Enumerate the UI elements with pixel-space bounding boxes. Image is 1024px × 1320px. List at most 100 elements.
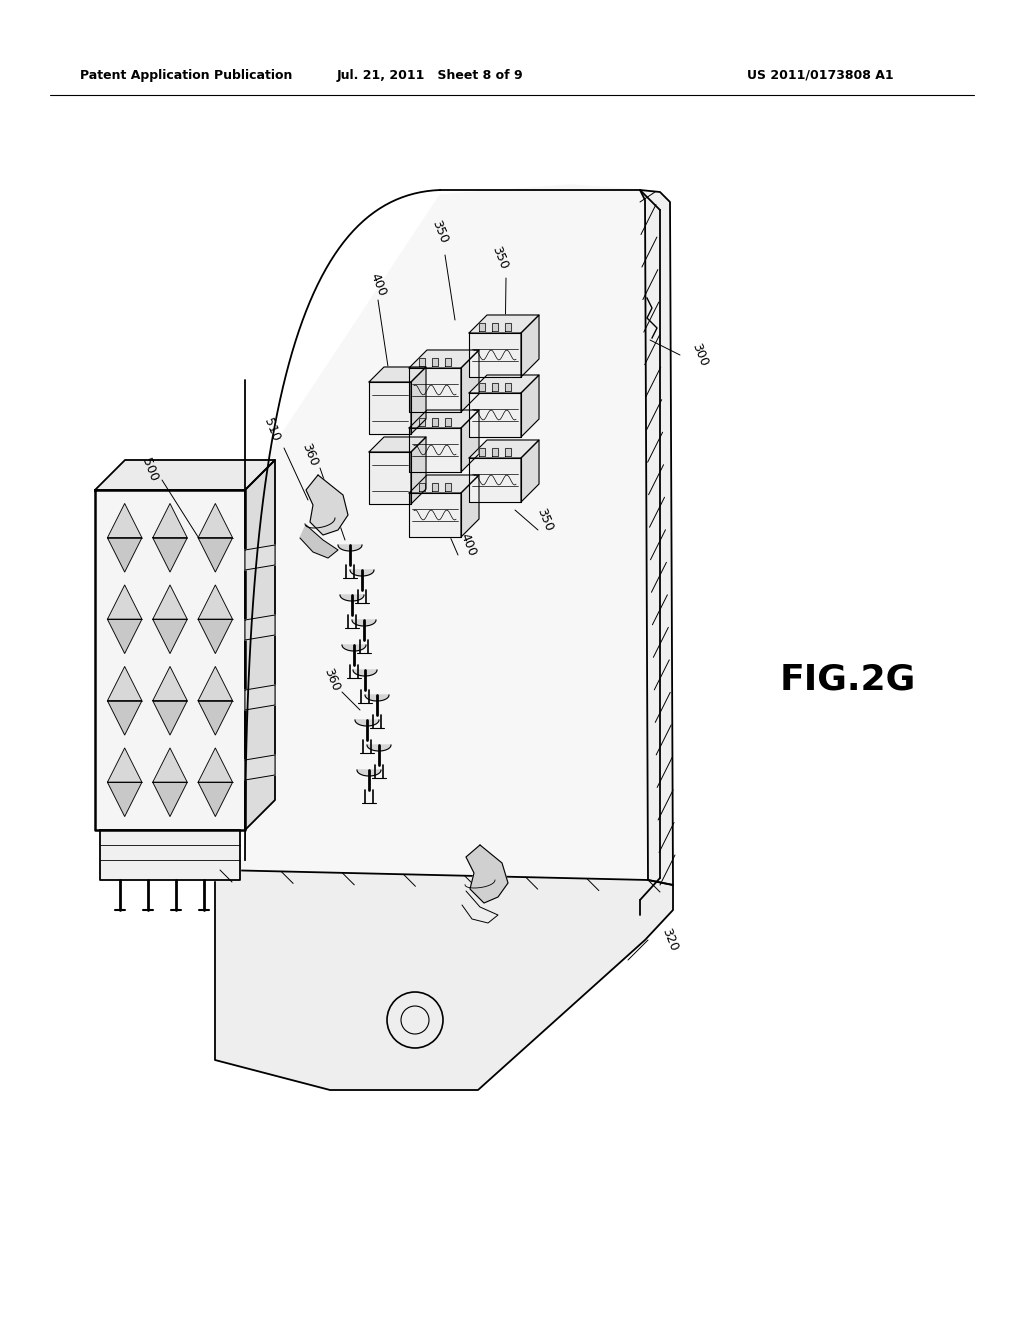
Polygon shape bbox=[153, 619, 187, 653]
Polygon shape bbox=[198, 537, 232, 572]
Polygon shape bbox=[461, 475, 479, 537]
Polygon shape bbox=[108, 537, 142, 572]
Polygon shape bbox=[245, 459, 275, 830]
Polygon shape bbox=[469, 458, 521, 502]
Polygon shape bbox=[409, 428, 461, 473]
Polygon shape bbox=[108, 503, 142, 537]
Polygon shape bbox=[432, 358, 438, 366]
Text: 510: 510 bbox=[261, 417, 283, 444]
Polygon shape bbox=[409, 475, 479, 492]
Polygon shape bbox=[419, 418, 425, 426]
Polygon shape bbox=[492, 323, 498, 331]
Polygon shape bbox=[409, 368, 461, 412]
Polygon shape bbox=[300, 525, 338, 558]
Polygon shape bbox=[108, 619, 142, 653]
Polygon shape bbox=[108, 783, 142, 817]
Polygon shape bbox=[409, 411, 479, 428]
Text: Jul. 21, 2011   Sheet 8 of 9: Jul. 21, 2011 Sheet 8 of 9 bbox=[337, 69, 523, 82]
Polygon shape bbox=[505, 447, 511, 455]
Text: 300: 300 bbox=[689, 342, 711, 368]
Text: Patent Application Publication: Patent Application Publication bbox=[80, 69, 293, 82]
Polygon shape bbox=[357, 770, 381, 776]
Text: US 2011/0173808 A1: US 2011/0173808 A1 bbox=[746, 69, 893, 82]
Text: 320: 320 bbox=[659, 927, 681, 953]
Polygon shape bbox=[469, 393, 521, 437]
Polygon shape bbox=[505, 323, 511, 331]
Polygon shape bbox=[419, 358, 425, 366]
Polygon shape bbox=[369, 451, 411, 504]
Polygon shape bbox=[479, 383, 485, 391]
Polygon shape bbox=[153, 783, 187, 817]
Polygon shape bbox=[521, 440, 539, 502]
Polygon shape bbox=[352, 620, 376, 626]
Polygon shape bbox=[153, 503, 187, 537]
Polygon shape bbox=[409, 350, 479, 368]
Polygon shape bbox=[505, 383, 511, 391]
Polygon shape bbox=[369, 381, 411, 434]
Polygon shape bbox=[245, 615, 275, 640]
Polygon shape bbox=[198, 701, 232, 735]
Polygon shape bbox=[215, 870, 673, 1090]
Polygon shape bbox=[521, 375, 539, 437]
Polygon shape bbox=[369, 367, 426, 381]
Text: 360: 360 bbox=[322, 667, 342, 693]
Polygon shape bbox=[108, 667, 142, 701]
Polygon shape bbox=[198, 748, 232, 783]
Text: 400: 400 bbox=[368, 272, 388, 298]
Polygon shape bbox=[153, 701, 187, 735]
Polygon shape bbox=[245, 685, 275, 710]
Polygon shape bbox=[306, 475, 348, 535]
Polygon shape bbox=[367, 744, 391, 751]
Polygon shape bbox=[198, 783, 232, 817]
Polygon shape bbox=[245, 755, 275, 780]
Polygon shape bbox=[108, 748, 142, 783]
Polygon shape bbox=[445, 358, 451, 366]
Polygon shape bbox=[432, 418, 438, 426]
Polygon shape bbox=[153, 667, 187, 701]
Polygon shape bbox=[355, 719, 379, 726]
Polygon shape bbox=[461, 350, 479, 412]
Text: 400: 400 bbox=[458, 532, 478, 558]
Polygon shape bbox=[466, 845, 508, 903]
Polygon shape bbox=[153, 537, 187, 572]
Polygon shape bbox=[198, 503, 232, 537]
Polygon shape bbox=[492, 447, 498, 455]
Polygon shape bbox=[350, 570, 374, 576]
Polygon shape bbox=[153, 585, 187, 619]
Polygon shape bbox=[411, 437, 426, 504]
Polygon shape bbox=[220, 185, 648, 1065]
Polygon shape bbox=[95, 490, 245, 830]
Polygon shape bbox=[108, 585, 142, 619]
Polygon shape bbox=[479, 447, 485, 455]
Polygon shape bbox=[365, 696, 389, 701]
Text: 500: 500 bbox=[139, 457, 161, 483]
Text: 360: 360 bbox=[300, 442, 321, 469]
Polygon shape bbox=[419, 483, 425, 491]
Polygon shape bbox=[95, 459, 275, 490]
Polygon shape bbox=[342, 645, 366, 651]
Polygon shape bbox=[338, 545, 362, 550]
Polygon shape bbox=[369, 437, 426, 451]
Polygon shape bbox=[492, 383, 498, 391]
Polygon shape bbox=[469, 315, 539, 333]
Polygon shape bbox=[469, 375, 539, 393]
Text: 350: 350 bbox=[429, 219, 451, 246]
Polygon shape bbox=[153, 748, 187, 783]
Polygon shape bbox=[409, 492, 461, 537]
Polygon shape bbox=[245, 545, 275, 570]
Polygon shape bbox=[411, 367, 426, 434]
Polygon shape bbox=[353, 671, 377, 676]
Polygon shape bbox=[445, 483, 451, 491]
Text: 350: 350 bbox=[489, 244, 511, 272]
Polygon shape bbox=[108, 701, 142, 735]
Polygon shape bbox=[640, 190, 673, 884]
Polygon shape bbox=[521, 315, 539, 378]
Polygon shape bbox=[461, 411, 479, 473]
Polygon shape bbox=[340, 595, 364, 601]
Polygon shape bbox=[198, 585, 232, 619]
Polygon shape bbox=[469, 333, 521, 378]
Polygon shape bbox=[198, 667, 232, 701]
Text: 350: 350 bbox=[535, 507, 555, 533]
Polygon shape bbox=[479, 323, 485, 331]
Text: FIG.2G: FIG.2G bbox=[780, 663, 916, 697]
